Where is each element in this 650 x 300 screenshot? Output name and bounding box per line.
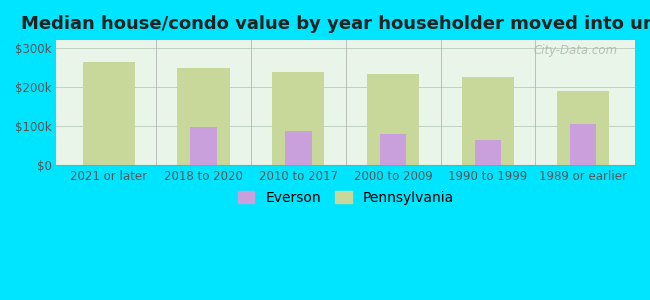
Bar [367, 74, 419, 165]
Bar [569, 124, 596, 165]
Title: Median house/condo value by year householder moved into unit: Median house/condo value by year househo… [21, 15, 650, 33]
Text: City-Data.com: City-Data.com [534, 44, 618, 57]
Bar [177, 68, 229, 165]
Bar [285, 131, 311, 165]
Bar [474, 140, 501, 165]
Bar [462, 77, 514, 165]
Legend: Everson, Pennsylvania: Everson, Pennsylvania [232, 185, 460, 210]
Bar [272, 72, 324, 165]
Bar [380, 134, 406, 165]
Bar [190, 127, 216, 165]
Bar [83, 62, 135, 165]
Bar [557, 91, 609, 165]
